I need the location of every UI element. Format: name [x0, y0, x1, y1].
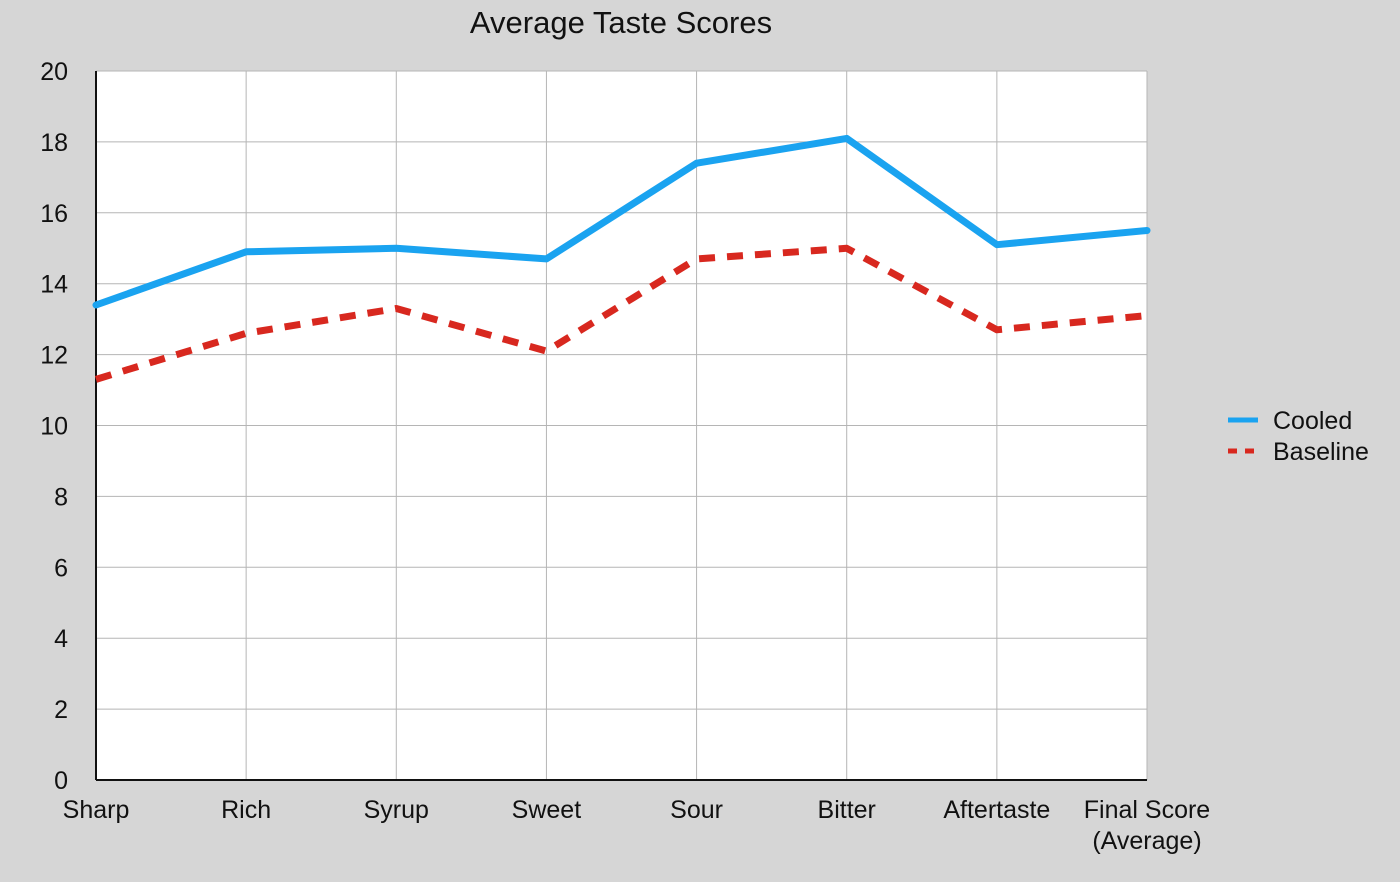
series-lines	[92, 134, 1151, 383]
x-tick-label: Sour	[670, 796, 723, 824]
y-tick-label: 2	[54, 696, 68, 724]
x-tick-label: (Average)	[1092, 827, 1201, 855]
x-tick-label: Sweet	[512, 796, 582, 824]
legend-label-cooled: Cooled	[1273, 407, 1352, 435]
y-tick-labels: 0 2 4 6 8 10 12 14 16 18 20	[40, 58, 68, 795]
series-line-baseline	[94, 244, 1148, 383]
chart-title: Average Taste Scores	[470, 5, 772, 40]
y-tick-label: 16	[40, 200, 68, 228]
series-line-cooled	[92, 134, 1151, 309]
x-tick-label: Rich	[221, 796, 271, 824]
y-tick-label: 20	[40, 58, 68, 86]
y-tick-label: 18	[40, 129, 68, 157]
y-tick-label: 6	[54, 554, 68, 582]
x-tick-label: Bitter	[818, 796, 876, 824]
legend-label-baseline: Baseline	[1273, 438, 1369, 466]
y-tick-label: 8	[54, 483, 68, 511]
x-tick-label: Aftertaste	[943, 796, 1050, 824]
legend: Cooled Baseline	[1228, 407, 1369, 466]
x-tick-labels: Sharp Rich Syrup Sweet Sour Bitter Aftertaste F…	[63, 796, 1211, 855]
x-tick-label: Sharp	[63, 796, 130, 824]
gridlines	[96, 70, 1148, 780]
y-tick-label: 14	[40, 271, 68, 299]
axes	[95, 71, 1147, 781]
y-tick-label: 0	[54, 767, 68, 795]
y-tick-label: 4	[54, 625, 68, 653]
x-tick-label: Final Score	[1084, 796, 1210, 824]
y-tick-label: 10	[40, 413, 68, 441]
y-tick-label: 12	[40, 342, 68, 370]
x-tick-label: Syrup	[364, 796, 429, 824]
